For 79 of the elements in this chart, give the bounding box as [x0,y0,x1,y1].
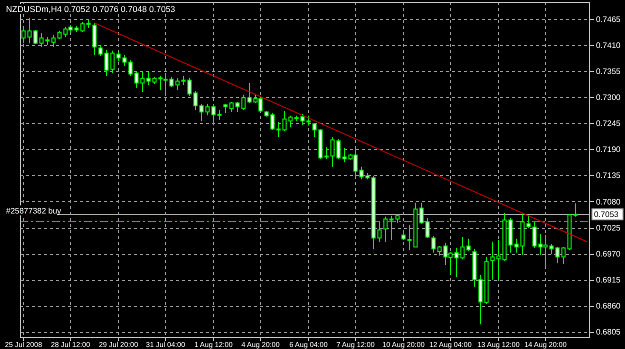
candlestick [122,54,127,66]
candlestick [389,215,394,240]
candlestick [39,32,44,48]
candlestick [27,18,32,44]
candlestick [514,238,519,254]
candlestick [134,72,139,88]
candlestick [526,214,531,229]
candlestick [276,121,281,138]
candlestick [92,22,97,56]
candlestick [549,244,554,255]
y-tick-label: 0.7080 [596,197,622,206]
candlestick [437,246,442,256]
candlestick [205,103,210,116]
candlestick [330,136,335,168]
y-tick-label: 0.7190 [596,145,622,154]
candlestick [383,216,388,242]
candlestick [235,101,240,112]
candlestick [140,72,145,93]
candlestick [193,90,198,111]
y-tick-label: 0.6860 [596,302,622,311]
candlestick [116,50,121,62]
candlestick [555,246,560,264]
candlestick [401,229,406,240]
candlestick [496,239,501,280]
candlestick [478,274,483,325]
candlestick [573,202,578,218]
candlestick [175,78,180,91]
y-tick-label: 0.6805 [596,328,622,337]
candlestick [466,238,471,252]
candlestick [128,60,133,76]
candlestick [342,147,347,163]
candlestick [199,103,204,122]
ref-line-label: #25877382 buy [6,206,62,216]
candlestick [247,82,252,104]
candlestick [169,76,174,88]
candlestick [51,34,56,48]
chart-title: NZDUSDm,H4 0.7052 0.7076 0.7048 0.7053 [6,4,176,14]
candlestick [490,241,495,280]
y-tick-label: 0.7025 [596,223,622,232]
candlestick [377,221,382,242]
candlestick [229,101,234,112]
candlestick [431,236,436,254]
candlestick [312,122,317,138]
candlestick [104,49,109,76]
candlestick [324,146,329,160]
y-tick-label: 0.7410 [596,40,622,50]
ref-line-label: 0.7053 [594,210,620,220]
candlestick [425,218,430,238]
candlestick [532,221,537,248]
candlestick [407,224,412,250]
candlestick [21,28,26,44]
candlestick [33,29,38,45]
candlestick [270,112,275,130]
candlestick [217,110,222,120]
candlestick [306,115,311,126]
y-tick-label: 0.6915 [596,275,622,284]
candlestick [110,50,115,74]
candlestick [336,138,341,160]
candlestick [181,75,186,86]
candlestick [187,77,192,96]
y-tick-label: 0.7135 [596,171,622,180]
candlestick [460,236,465,260]
candlestick [561,246,566,265]
y-tick-label: 0.7245 [596,119,622,128]
candlestick [454,247,459,278]
y-tick-label: 0.6970 [596,249,622,258]
candlestick [98,44,103,57]
candlestick [146,72,151,86]
y-tick-label: 0.7300 [596,93,622,102]
candlestick [80,21,85,32]
y-tick-label: 0.7355 [596,66,622,76]
candlestick [419,202,424,224]
candlestick [282,110,287,132]
y-tick-label: 0.7465 [596,14,622,24]
candlestick [211,103,216,126]
candlestick [300,113,305,126]
candlestick [241,94,246,111]
candlestick [359,166,364,180]
candlestick [288,115,293,128]
